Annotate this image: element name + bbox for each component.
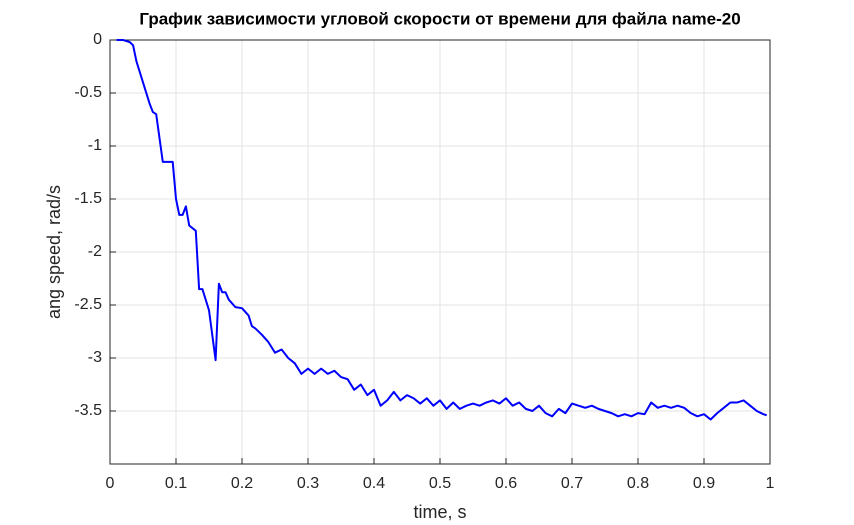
x-tick-label: 0.9 [693, 475, 715, 492]
x-tick-label: 0 [106, 475, 115, 492]
x-tick-label: 0.2 [231, 475, 253, 492]
y-tick-label: -1 [88, 137, 102, 154]
x-tick-label: 0.7 [561, 475, 583, 492]
chart-title: График зависимости угловой скорости от в… [139, 9, 740, 28]
y-tick-label: -2 [88, 243, 102, 260]
data-line [116, 39, 768, 421]
y-tick-label: -3 [88, 349, 102, 366]
plot-area: 0 0.1 0.2 0.3 0.4 0.5 0.6 0.7 0.8 0.9 1 0 -0.5 -1 -1.5… [74, 31, 774, 492]
y-axis-label: ang speed, rad/s [44, 185, 64, 319]
y-tick-label: -0.5 [74, 84, 102, 101]
x-tick-label: 1 [766, 475, 775, 492]
x-tick-label: 0.3 [297, 475, 319, 492]
x-tick-label: 0.5 [429, 475, 451, 492]
axes-box [109, 39, 771, 465]
y-tick-label: -2.5 [74, 296, 102, 313]
y-tick-label: 0 [93, 31, 102, 48]
x-tick-label: 0.1 [165, 475, 187, 492]
x-axis-label: time, s [413, 502, 466, 522]
x-tick-label: 0.8 [627, 475, 649, 492]
y-tick-label: -3.5 [74, 402, 102, 419]
y-tick-label: -1.5 [74, 190, 102, 207]
x-tick-label: 0.6 [495, 475, 517, 492]
x-tick-label: 0.4 [363, 475, 385, 492]
